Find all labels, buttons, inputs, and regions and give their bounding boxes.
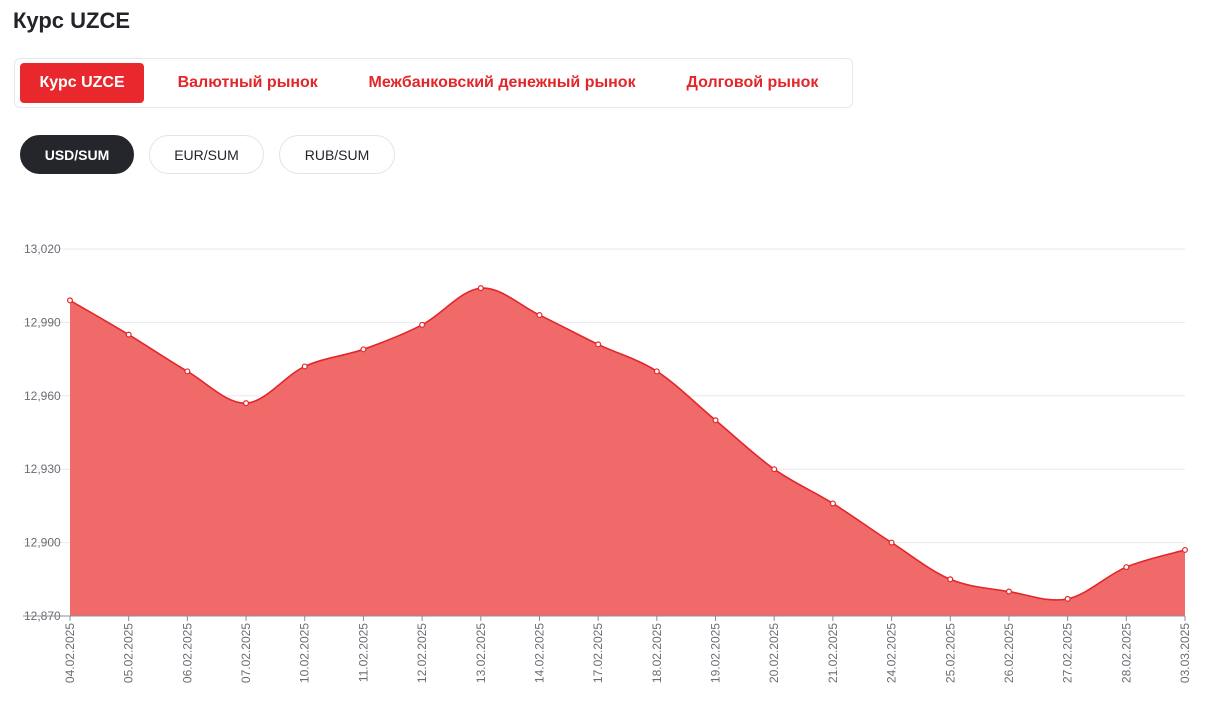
data-point: [1181, 546, 1188, 553]
market-tabs: Курс UZCE Валютный рынок Межбанковский д…: [14, 58, 853, 108]
x-tick-label: 26.02.2025: [1002, 623, 1016, 683]
data-point: [595, 341, 602, 348]
x-tick-label: 20.02.2025: [767, 623, 781, 683]
data-point: [771, 466, 778, 473]
x-tick-label: 21.02.2025: [826, 623, 840, 683]
y-tick-label: 12,960: [24, 389, 61, 403]
x-tick-label: 13.02.2025: [474, 623, 488, 683]
x-tick-label: 27.02.2025: [1061, 623, 1075, 683]
data-point: [829, 500, 836, 507]
x-tick-label: 18.02.2025: [650, 623, 664, 683]
y-tick-label: 12,900: [24, 536, 61, 550]
x-tick-label: 17.02.2025: [591, 623, 605, 683]
x-tick-label: 03.03.2025: [1178, 623, 1192, 683]
page-title: Курс UZCE: [13, 8, 131, 33]
data-point: [947, 576, 954, 583]
x-tick-label: 19.02.2025: [709, 623, 723, 683]
data-point: [125, 331, 132, 338]
currency-pair-switch: USD/SUM EUR/SUM RUB/SUM: [20, 135, 395, 174]
x-tick-label: 07.02.2025: [239, 623, 253, 683]
x-tick-label: 25.02.2025: [943, 623, 957, 683]
data-point: [712, 417, 719, 424]
data-point: [184, 368, 191, 375]
x-tick-label: 28.02.2025: [1119, 623, 1133, 683]
y-tick-label: 12,930: [24, 462, 61, 476]
x-tick-label: 04.02.2025: [63, 623, 77, 683]
data-point: [1005, 588, 1012, 595]
pair-usd-sum-button[interactable]: USD/SUM: [20, 135, 134, 174]
series-area: [70, 288, 1185, 616]
data-point: [536, 312, 543, 319]
pair-rub-sum-button[interactable]: RUB/SUM: [279, 135, 395, 174]
x-tick-label: 24.02.2025: [885, 623, 899, 683]
data-point: [419, 321, 426, 328]
x-tick-label: 05.02.2025: [122, 623, 136, 683]
y-tick-label: 13,020: [24, 242, 61, 256]
data-point: [1064, 595, 1071, 602]
x-tick-label: 12.02.2025: [415, 623, 429, 683]
pair-eur-sum-button[interactable]: EUR/SUM: [149, 135, 264, 174]
x-tick-label: 06.02.2025: [180, 623, 194, 683]
tab-uzce-rate[interactable]: Курс UZCE: [20, 63, 145, 103]
data-point: [477, 285, 484, 292]
data-point: [653, 368, 660, 375]
data-point: [888, 539, 895, 546]
x-tick-label: 11.02.2025: [356, 623, 370, 682]
data-point: [360, 346, 367, 353]
tab-debt-market[interactable]: Долговой рынок: [686, 74, 819, 91]
data-point: [1123, 564, 1130, 571]
data-point: [66, 297, 73, 304]
y-tick-label: 12,990: [24, 315, 61, 329]
x-tick-label: 10.02.2025: [298, 623, 312, 683]
data-point: [301, 363, 308, 370]
x-tick-label: 14.02.2025: [532, 623, 546, 683]
tab-interbank-money-market[interactable]: Межбанковский денежный рынок: [368, 74, 636, 91]
tab-currency-market[interactable]: Валютный рынок: [177, 74, 318, 91]
data-point: [243, 400, 250, 407]
